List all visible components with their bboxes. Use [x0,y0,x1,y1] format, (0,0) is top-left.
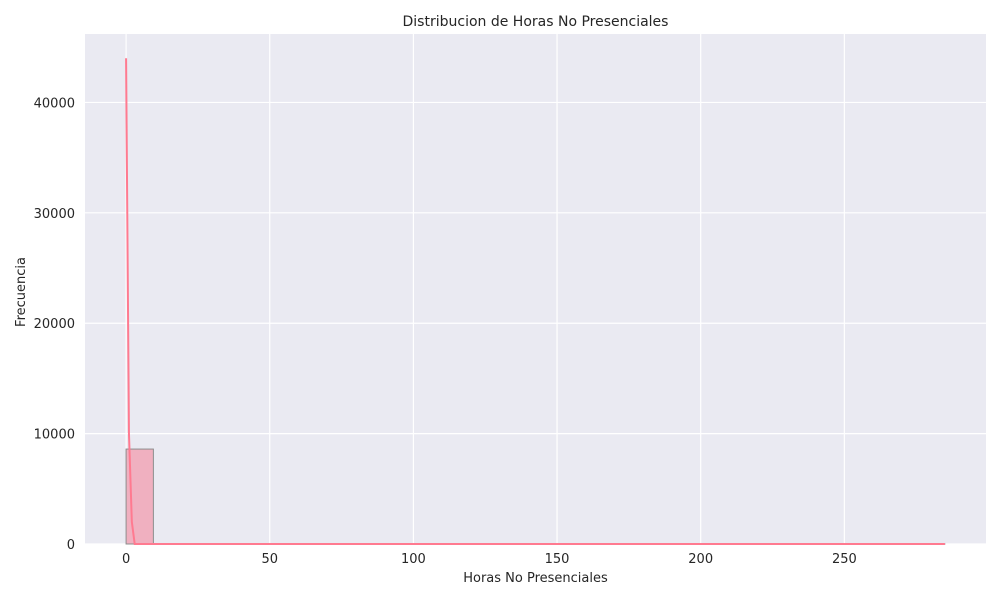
y-tick-label: 10000 [34,428,75,443]
x-tick-label: 250 [832,552,857,567]
y-tick-label: 40000 [34,96,75,111]
plot-background [85,34,986,544]
x-tick-label: 0 [122,552,130,567]
y-axis-ticks: 0 10000 20000 30000 40000 [34,96,75,553]
y-tick-label: 30000 [34,207,75,222]
kde-curve [125,58,945,545]
kde-line [125,58,945,545]
x-axis-ticks: 0 50 100 150 200 250 [122,552,857,567]
x-tick-label: 50 [261,552,278,567]
y-tick-label: 0 [67,538,75,553]
chart-title: Distribucion de Horas No Presenciales [403,14,669,30]
x-axis-label: Horas No Presenciales [463,571,608,586]
y-tick-label: 20000 [34,317,75,332]
y-axis-label: Frecuencia [14,257,29,327]
x-tick-label: 200 [688,552,713,567]
x-tick-label: 150 [545,552,570,567]
x-tick-label: 100 [401,552,426,567]
